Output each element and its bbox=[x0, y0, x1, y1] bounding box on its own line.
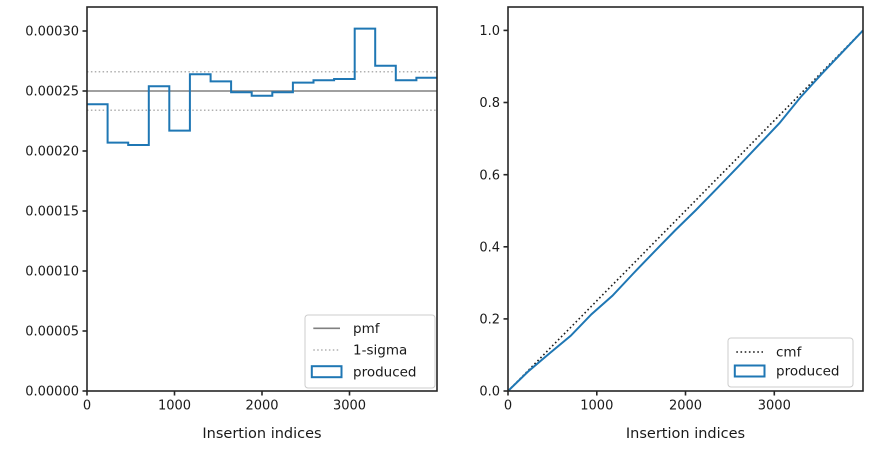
right-plot-produced-series bbox=[507, 29, 864, 392]
right-plot-xlabel: Insertion indices bbox=[626, 426, 745, 442]
left-plot-x-tick-label: 1000 bbox=[158, 399, 191, 414]
right-plot-y-tick-label: 0.8 bbox=[479, 96, 500, 111]
left-plot-produced-series bbox=[87, 27, 437, 146]
left-plot-y-tick-label: 0.00000 bbox=[25, 385, 79, 400]
right-plot-x-tick-label: 0 bbox=[504, 399, 512, 414]
right-plot-y-tick-label: 0.0 bbox=[479, 385, 500, 400]
right-plot-x-tick-label: 3000 bbox=[758, 399, 791, 414]
left-plot-x-tick-label: 3000 bbox=[333, 399, 366, 414]
legend-label-produced: produced bbox=[353, 364, 417, 380]
left-plot-y-tick-label: 0.00005 bbox=[25, 325, 79, 340]
left-plot-y-tick-label: 0.00030 bbox=[25, 25, 79, 40]
right-plot-y-tick-label: 0.2 bbox=[479, 313, 500, 328]
left-plot-x-tick-label: 2000 bbox=[245, 399, 278, 414]
right-plot-y-tick-label: 0.6 bbox=[479, 168, 500, 183]
left-plot-y-tick-label: 0.00020 bbox=[25, 145, 79, 160]
legend-label-1-sigma: 1-sigma bbox=[353, 343, 407, 359]
left-plot-x-tick-label: 0 bbox=[83, 399, 91, 414]
legend-label-pmf: pmf bbox=[353, 321, 381, 337]
left-plot-y-tick-label: 0.00025 bbox=[25, 85, 79, 100]
right-plot-x-tick-label: 2000 bbox=[669, 399, 702, 414]
legend-swatch-produced bbox=[310, 365, 343, 379]
legend-label-cmf: cmf bbox=[776, 345, 803, 361]
left-plot-y-tick-label: 0.00015 bbox=[25, 205, 79, 220]
legend-swatch-produced bbox=[733, 364, 766, 378]
legend-label-produced: produced bbox=[776, 364, 840, 380]
left-plot-xlabel: Insertion indices bbox=[202, 426, 321, 442]
right-plot-cmf-series bbox=[507, 29, 864, 392]
left-plot-y-tick-label: 0.00010 bbox=[25, 265, 79, 280]
right-plot-y-tick-label: 0.4 bbox=[479, 241, 500, 256]
right-plot-y-tick-label: 1.0 bbox=[479, 24, 500, 39]
right-plot-x-tick-label: 1000 bbox=[580, 399, 613, 414]
